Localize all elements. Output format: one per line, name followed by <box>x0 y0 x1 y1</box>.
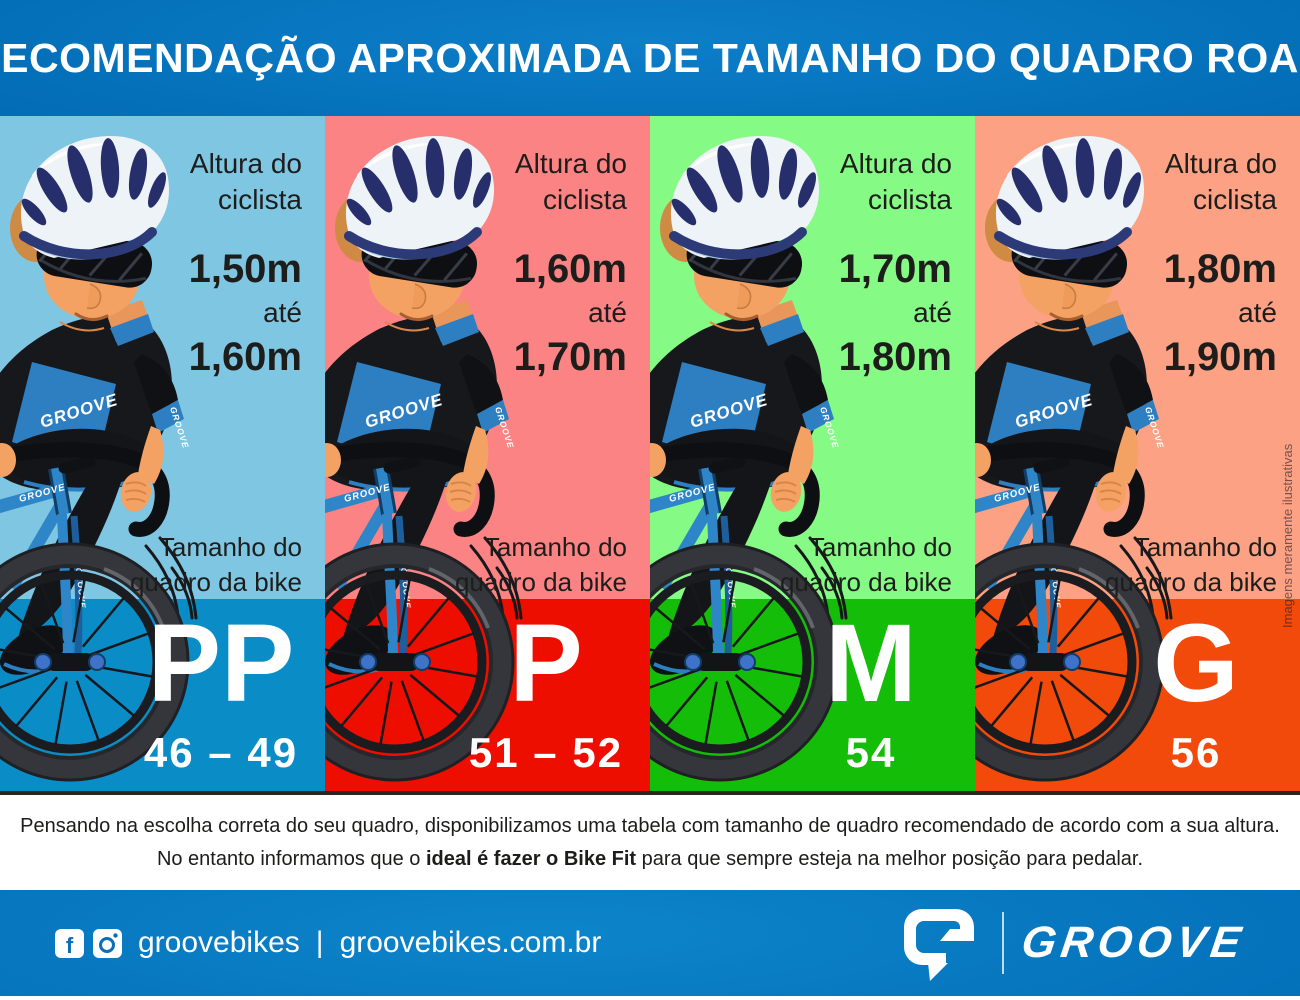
frame-size-label: Tamanho do quadro da bike <box>129 532 302 598</box>
height-min: 1,80m <box>1163 246 1277 291</box>
frame-size-label: Tamanho do quadro da bike <box>1104 532 1277 598</box>
footer: f groovebikes | groovebikes.com.br GROOV… <box>0 890 1300 996</box>
frame-size-value: P 51 – 52 <box>442 599 650 791</box>
height-max: 1,70m <box>513 334 627 379</box>
height-label-line1: Altura do <box>1164 148 1277 179</box>
height-label-line2: ciclista <box>867 184 952 216</box>
height-label-line2: ciclista <box>1192 184 1277 216</box>
instagram-icon <box>93 928 122 958</box>
size-range: 46 – 49 <box>143 729 299 776</box>
height-label-line2: ciclista <box>217 184 302 216</box>
height-min: 1,60m <box>513 246 627 291</box>
footer-divider: | <box>315 926 324 959</box>
rider-height-block: Altura do ciclista 1,50m até 1,60m <box>189 146 302 379</box>
rider-height-block: Altura do ciclista 1,60m até 1,70m <box>514 146 627 379</box>
size-column-pp: Altura do ciclista 1,50m até 1,60m Taman… <box>0 116 325 791</box>
height-label-line2: ciclista <box>542 184 627 216</box>
note-line2: No entanto informamos que o ideal é faze… <box>156 847 1144 870</box>
height-connector: até <box>913 296 952 328</box>
images-disclaimer: Imagens meramente ilustrativas <box>1280 443 1295 628</box>
social-links: f groovebikes | groovebikes.com.br <box>55 926 601 960</box>
groove-logo-mark <box>903 909 974 981</box>
height-min: 1,70m <box>838 246 952 291</box>
size-code: PP <box>147 602 295 725</box>
height-label-line1: Altura do <box>514 148 627 179</box>
groove-logo: GROOVE <box>894 901 1249 985</box>
title-main: RECOMENDAÇÃO APROXIMADA DE TAMANHO DO QU… <box>0 34 1195 81</box>
size-column-p: Altura do ciclista 1,60m até 1,70m Taman… <box>325 116 650 791</box>
height-label-line1: Altura do <box>839 148 952 179</box>
logo-divider <box>1001 912 1004 974</box>
brand-wordmark: GROOVE <box>1018 918 1249 967</box>
size-range: 56 <box>1170 729 1222 776</box>
height-max: 1,80m <box>838 334 952 379</box>
size-columns: Altura do ciclista 1,50m até 1,60m Taman… <box>0 116 1300 795</box>
website-url: groovebikes.com.br <box>339 926 602 959</box>
size-code: G <box>1153 602 1239 725</box>
frame-size-value: G 56 <box>1092 599 1300 791</box>
title-highlight: ROAD <box>1206 34 1300 81</box>
note-line1: Pensando na escolha correta do seu quadr… <box>20 814 1280 837</box>
size-range: 51 – 52 <box>468 729 624 776</box>
rider-height-block: Altura do ciclista 1,70m até 1,80m <box>839 146 952 379</box>
height-label-line1: Altura do <box>189 148 302 179</box>
size-column-m: Altura do ciclista 1,70m até 1,80m Taman… <box>650 116 975 791</box>
frame-size-label: Tamanho do quadro da bike <box>779 532 952 598</box>
size-code: P <box>509 602 583 725</box>
frame-size-value: PP 46 – 49 <box>117 599 325 791</box>
page-title: RECOMENDAÇÃO APROXIMADA DE TAMANHO DO QU… <box>0 35 1300 82</box>
height-connector: até <box>1238 296 1277 328</box>
height-connector: até <box>588 296 627 328</box>
size-range: 54 <box>845 729 897 776</box>
note-strip: Pensando na escolha correta do seu quadr… <box>0 795 1300 890</box>
rider-height-block: Altura do ciclista 1,80m até 1,90m <box>1164 146 1277 379</box>
header: RECOMENDAÇÃO APROXIMADA DE TAMANHO DO QU… <box>0 0 1300 116</box>
frame-size-value: M 54 <box>767 599 975 791</box>
facebook-icon: f <box>55 928 84 958</box>
bike-fit-highlight: ideal é fazer o Bike Fit <box>425 847 637 870</box>
height-connector: até <box>263 296 302 328</box>
height-min: 1,50m <box>188 246 302 291</box>
size-column-g: Altura do ciclista 1,80m até 1,90m Taman… <box>975 116 1300 791</box>
social-handle: groovebikes <box>138 926 300 959</box>
size-code: M <box>825 602 917 725</box>
height-max: 1,60m <box>188 334 302 379</box>
height-max: 1,90m <box>1163 334 1277 379</box>
frame-size-label: Tamanho do quadro da bike <box>454 532 627 598</box>
